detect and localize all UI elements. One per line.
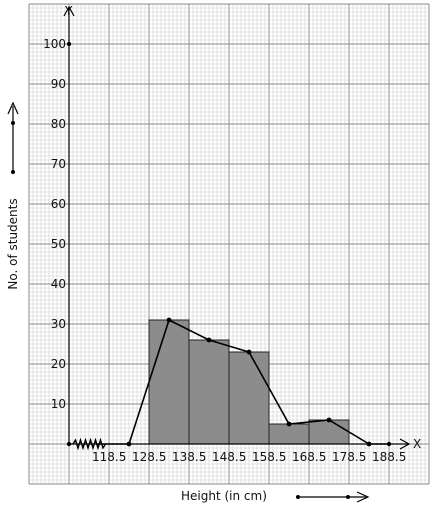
x-tick-label: 188.5: [372, 450, 406, 464]
y-direction-arrow: [7, 101, 19, 174]
tick-labels: 10 20 30 40 50 60 70 80 90 100 118.5 128.5 138.5 148.…: [43, 37, 406, 464]
polygon-point: [126, 441, 132, 447]
polygon-point: [206, 337, 212, 343]
y-tick-label: 70: [51, 157, 66, 171]
y-tick-label: 50: [51, 237, 66, 251]
polygon-point: [366, 441, 372, 447]
y-tick-label: 20: [51, 357, 66, 371]
y-tick-label: 100: [43, 37, 66, 51]
x-axis-break-zigzag: [72, 437, 107, 451]
y-axis-title: No. of students: [6, 198, 20, 289]
y-tick-label: 60: [51, 197, 66, 211]
y-tick-label: 90: [51, 77, 66, 91]
grid: [28, 3, 430, 485]
y-tick-label: 40: [51, 277, 66, 291]
histogram-bar: [228, 351, 270, 445]
y-axis-arrowhead: [63, 5, 75, 17]
x-axis-title: Height (in cm): [181, 489, 267, 503]
axes: [63, 5, 411, 451]
y-tick-label: 30: [51, 317, 66, 331]
histogram-bar: [268, 423, 310, 445]
origin-point: [66, 441, 72, 447]
histogram-bars: [148, 319, 350, 445]
axis-end-point: [386, 441, 392, 447]
x-tick-label: 138.5: [172, 450, 206, 464]
polygon-point: [246, 349, 252, 355]
x-tick-label: 128.5: [132, 450, 166, 464]
polygon-point: [286, 421, 292, 427]
histogram-bar: [148, 319, 190, 445]
x-tick-label: 168.5: [292, 450, 326, 464]
x-tick-label: 178.5: [332, 450, 366, 464]
polygon-point: [166, 317, 172, 323]
x-tick-label: 158.5: [252, 450, 286, 464]
x-tick-label: 118.5: [92, 450, 126, 464]
y-axis-letter: Y: [64, 4, 73, 18]
y-tick-label: 80: [51, 117, 66, 131]
x-axis-letter: X: [413, 437, 421, 451]
x-direction-arrow: [296, 491, 370, 503]
y-tick-label: 10: [51, 397, 66, 411]
histogram-bar: [188, 339, 230, 445]
x-axis-arrowhead: [399, 438, 411, 450]
histogram-bar: [308, 419, 350, 445]
polygon-point: [326, 417, 332, 423]
y-axis-top-point: [66, 41, 72, 47]
x-tick-label: 148.5: [212, 450, 246, 464]
frequency-polygon: [96, 317, 392, 447]
